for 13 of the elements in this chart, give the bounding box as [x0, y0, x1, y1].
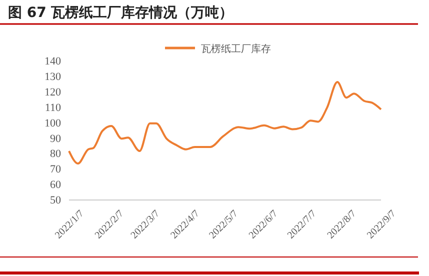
- y-tick-label: 120: [44, 86, 62, 98]
- y-tick-label: 50: [50, 194, 62, 207]
- y-tick-label: 110: [44, 102, 62, 114]
- y-tick-label: 60: [50, 179, 62, 192]
- chart-title: 图 67 瓦楞纸工厂库存情况（万吨）: [8, 4, 234, 21]
- y-tick-label: 140: [44, 56, 62, 68]
- y-tick-label: 70: [50, 164, 62, 176]
- y-tick-label: 80: [50, 148, 62, 160]
- y-tick-label: 130: [44, 70, 62, 83]
- line-series: [68, 81, 382, 165]
- y-tick-label: 100: [44, 117, 62, 130]
- y-tick-label: 90: [50, 132, 62, 145]
- legend-label: 瓦楞纸工厂库存: [201, 43, 271, 55]
